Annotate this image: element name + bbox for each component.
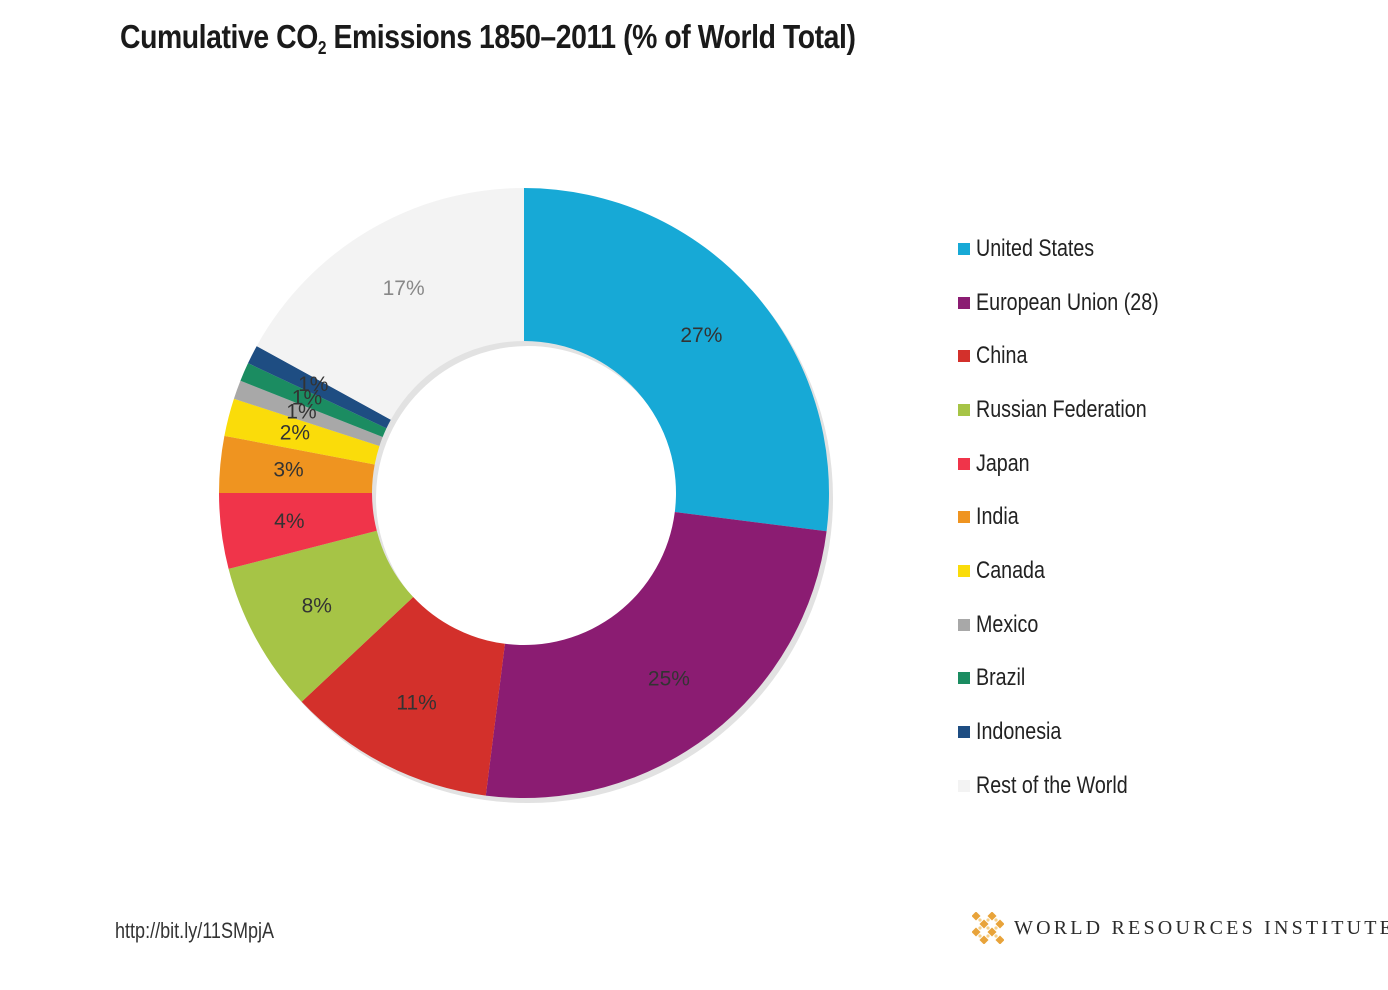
- slice-indonesia[interactable]: [248, 346, 391, 429]
- data-label-russian-federation: 8%: [302, 594, 332, 617]
- legend-label: United States: [976, 234, 1095, 262]
- slice-united-states[interactable]: [524, 188, 829, 532]
- legend-label: Rest of the World: [976, 771, 1128, 799]
- legend-label: Indonesia: [976, 718, 1062, 746]
- slice-brazil[interactable]: [240, 363, 387, 438]
- brand-logo: WORLD RESOURCES INSTITUTE: [972, 912, 1388, 944]
- legend-label: India: [976, 503, 1019, 531]
- legend-item-united-states: United States: [958, 222, 1199, 276]
- slice-india[interactable]: [219, 435, 375, 493]
- legend-item-rest-of-the-world: Rest of the World: [958, 759, 1199, 813]
- legend-item-russian-federation: Russian Federation: [958, 383, 1199, 437]
- data-label-china: 11%: [396, 691, 436, 714]
- data-label-united-states: 27%: [680, 324, 722, 347]
- legend-item-india: India: [958, 490, 1199, 544]
- legend-label: China: [976, 342, 1028, 370]
- legend-swatch: [958, 403, 970, 416]
- legend-label: Brazil: [976, 664, 1026, 692]
- legend-item-european-union-28: European Union (28): [958, 276, 1199, 330]
- legend-swatch: [958, 779, 970, 792]
- legend-swatch: [958, 242, 970, 255]
- data-label-indonesia: 1%: [298, 373, 328, 396]
- legend-label: Japan: [976, 449, 1030, 477]
- data-label-mexico: 1%: [286, 400, 316, 423]
- donut-chart: 27%25%11%8%4%3%2%1%1%1%17%: [219, 188, 833, 803]
- data-label-india: 3%: [273, 458, 303, 481]
- title-subscript: 2: [317, 38, 327, 58]
- slice-mexico[interactable]: [233, 380, 383, 447]
- brand-name: WORLD RESOURCES INSTITUTE: [1014, 916, 1388, 939]
- title-pre: Cumulative CO: [120, 18, 318, 55]
- data-label-rest-of-the-world: 17%: [383, 277, 425, 300]
- data-label-brazil: 1%: [292, 387, 322, 410]
- slice-rest-of-the-world[interactable]: [256, 188, 524, 420]
- slice-european-union-28[interactable]: [485, 512, 827, 798]
- legend-item-china: China: [958, 329, 1199, 383]
- legend-item-indonesia: Indonesia: [958, 705, 1199, 759]
- legend-item-mexico: Mexico: [958, 598, 1199, 652]
- data-label-canada: 2%: [280, 422, 310, 445]
- legend-swatch: [958, 618, 970, 631]
- legend-label: European Union (28): [976, 288, 1159, 316]
- legend-item-canada: Canada: [958, 544, 1199, 598]
- legend-swatch: [958, 457, 970, 470]
- data-label-japan: 4%: [274, 510, 304, 533]
- legend-item-brazil: Brazil: [958, 652, 1199, 706]
- legend-item-japan: Japan: [958, 437, 1199, 491]
- legend-label: Russian Federation: [976, 395, 1147, 423]
- legend-swatch: [958, 350, 970, 363]
- slice-russian-federation[interactable]: [228, 530, 414, 702]
- legend-label: Mexico: [976, 610, 1039, 638]
- wri-logo-icon: [972, 912, 1004, 944]
- legend-swatch: [958, 564, 970, 577]
- slice-china[interactable]: [301, 597, 505, 796]
- slice-japan[interactable]: [219, 493, 377, 569]
- source-url[interactable]: http://bit.ly/11SMpjA: [115, 918, 275, 943]
- legend-swatch: [958, 726, 970, 739]
- legend-label: Canada: [976, 556, 1045, 584]
- legend-swatch: [958, 511, 970, 524]
- chart-legend: United States European Union (28) China Rus…: [958, 222, 1199, 813]
- slice-canada[interactable]: [224, 398, 380, 465]
- legend-swatch: [958, 296, 970, 309]
- title-post: Emissions 1850–2011 (% of World Total): [326, 18, 856, 55]
- chart-title: Cumulative CO2 Emissions 1850–2011 (% of…: [120, 18, 856, 59]
- legend-swatch: [958, 672, 970, 685]
- data-label-european-union-28: 25%: [648, 667, 690, 690]
